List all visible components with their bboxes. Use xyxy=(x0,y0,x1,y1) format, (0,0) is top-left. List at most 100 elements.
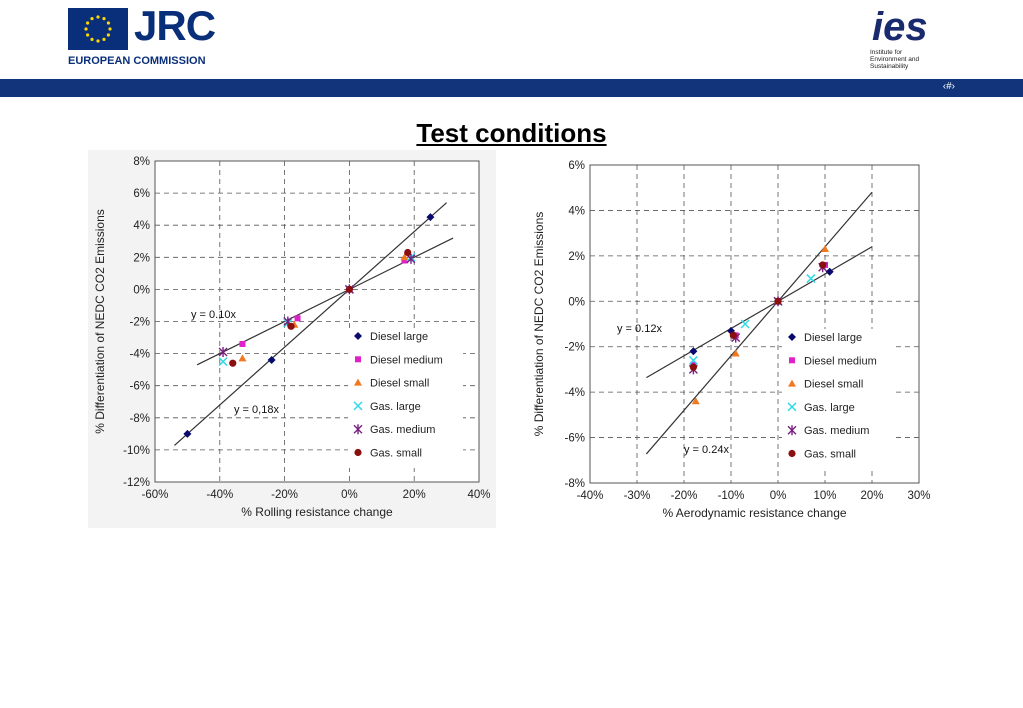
data-point xyxy=(287,322,295,330)
y-tick-label: 0% xyxy=(568,296,585,308)
data-point xyxy=(238,354,247,362)
european-commission-text: EUROPEAN COMMISSION xyxy=(68,55,206,67)
legend-box xyxy=(782,329,892,469)
slide-number: ‹#› xyxy=(942,81,955,92)
data-point xyxy=(404,248,412,257)
header-bar: ‹#› xyxy=(0,79,1023,97)
data-point xyxy=(731,349,740,357)
legend-marker xyxy=(354,378,362,386)
y-tick-label: -8% xyxy=(130,413,150,425)
x-tick-label: 10% xyxy=(813,490,836,502)
data-point xyxy=(406,253,416,264)
x-tick-label: 0% xyxy=(770,490,787,502)
y-tick-label: -6% xyxy=(130,381,150,393)
legend-label: Gas. medium xyxy=(370,424,435,436)
fit-line-label: y = 0.24x xyxy=(684,444,729,456)
legend-label: Diesel small xyxy=(370,378,429,390)
legend-label: Gas. small xyxy=(804,449,856,461)
y-tick-label: 2% xyxy=(133,252,150,264)
data-point xyxy=(229,359,237,367)
x-tick-label: -60% xyxy=(142,489,169,501)
aerodynamic-resistance-chart: -40% -30% -20% -10% 0% 10% 20% 30% -8% -6% -4% -2% 0… xyxy=(527,155,937,527)
fit-line xyxy=(174,202,447,446)
legend-marker xyxy=(353,401,363,411)
fit-line xyxy=(645,191,873,455)
data-point xyxy=(806,274,816,284)
data-point xyxy=(267,356,276,365)
x-tick-label: -40% xyxy=(577,490,604,502)
legend-marker xyxy=(788,449,796,458)
ies-logo-icon: ies Institute for Environment and Sustai… xyxy=(870,5,928,70)
legend: Diesel large Diesel medium Diesel small Gas… xyxy=(782,329,892,469)
data-point xyxy=(239,340,246,347)
fit-line-label: y = 0,18x xyxy=(234,404,279,416)
legend-label: Diesel medium xyxy=(804,355,877,367)
ies-sub-2: Environment and xyxy=(870,56,920,63)
legend-marker xyxy=(788,379,796,387)
legend-marker xyxy=(353,424,363,435)
legend-marker xyxy=(787,425,797,436)
y-tick-label: -4% xyxy=(130,349,150,361)
y-tick-label: 8% xyxy=(133,156,150,168)
data-point xyxy=(183,429,192,438)
y-tick-label: -12% xyxy=(123,477,150,489)
legend-label: Gas. small xyxy=(370,448,422,460)
data-point xyxy=(689,347,698,356)
rolling-resistance-chart: -60% -40% -20% 0% 20% 40% -12% -10% -8% -6% -4% -2%… xyxy=(88,150,496,528)
legend-marker xyxy=(354,332,362,340)
y-axis-label: % Differentiation of NEDC CO2 Emissions xyxy=(532,212,546,437)
y-tick-label: -10% xyxy=(123,445,150,457)
y-tick-label: 6% xyxy=(568,160,585,172)
eu-flag-icon xyxy=(68,8,128,50)
legend-label: Diesel large xyxy=(370,331,428,343)
y-tick-label: -2% xyxy=(565,342,585,354)
data-point xyxy=(819,261,827,269)
x-tick-label: 20% xyxy=(403,489,426,501)
y-tick-label: 4% xyxy=(568,205,585,217)
fit-line-label: y = 0.12x xyxy=(617,323,662,335)
y-tick-label: 4% xyxy=(133,220,150,232)
legend-label: Diesel small xyxy=(804,379,863,391)
x-tick-label: 40% xyxy=(467,489,490,501)
legend-box xyxy=(348,328,463,468)
jrc-logo: JRC EUROPEAN COMMISSION xyxy=(68,2,216,70)
y-tick-label: -4% xyxy=(565,387,585,399)
fit-line xyxy=(646,246,873,379)
legend-marker xyxy=(787,402,797,412)
data-point xyxy=(345,285,353,293)
x-tick-label: -40% xyxy=(206,489,233,501)
data-point xyxy=(825,267,834,276)
ies-logo-text: ies xyxy=(872,5,928,49)
y-tick-label: -2% xyxy=(130,317,150,329)
x-tick-label: -30% xyxy=(624,490,651,502)
data-point xyxy=(218,346,228,357)
data-point xyxy=(689,363,697,371)
legend-label: Gas. medium xyxy=(804,425,869,437)
data-point xyxy=(294,315,301,322)
x-axis-label: % Rolling resistance change xyxy=(241,505,393,519)
fit-line-label: y = 0.10x xyxy=(191,309,236,321)
data-point xyxy=(688,355,698,365)
y-tick-label: 0% xyxy=(133,284,150,296)
ies-sub-3: Sustainability xyxy=(870,63,909,70)
y-tick-label: 6% xyxy=(133,188,150,200)
legend-marker xyxy=(788,333,796,341)
legend-label: Gas. large xyxy=(804,402,855,414)
data-point xyxy=(740,319,750,329)
y-tick-label: -8% xyxy=(565,478,585,490)
x-tick-label: -20% xyxy=(271,489,298,501)
data-point xyxy=(400,253,409,261)
x-tick-label: -10% xyxy=(718,490,745,502)
page-title: Test conditions xyxy=(416,118,607,148)
ies-logo: ies Institute for Environment and Sustai… xyxy=(866,2,966,76)
y-tick-label: 2% xyxy=(568,251,585,263)
x-tick-label: -20% xyxy=(671,490,698,502)
x-tick-label: 30% xyxy=(907,490,930,502)
data-point xyxy=(774,297,782,305)
x-axis-label: % Aerodynamic resistance change xyxy=(662,506,846,520)
x-tick-label: 0% xyxy=(341,489,358,501)
data-point xyxy=(401,257,408,264)
ies-sub-1: Institute for xyxy=(870,49,903,56)
jrc-logo-text: JRC xyxy=(134,2,216,49)
data-point xyxy=(218,357,228,367)
